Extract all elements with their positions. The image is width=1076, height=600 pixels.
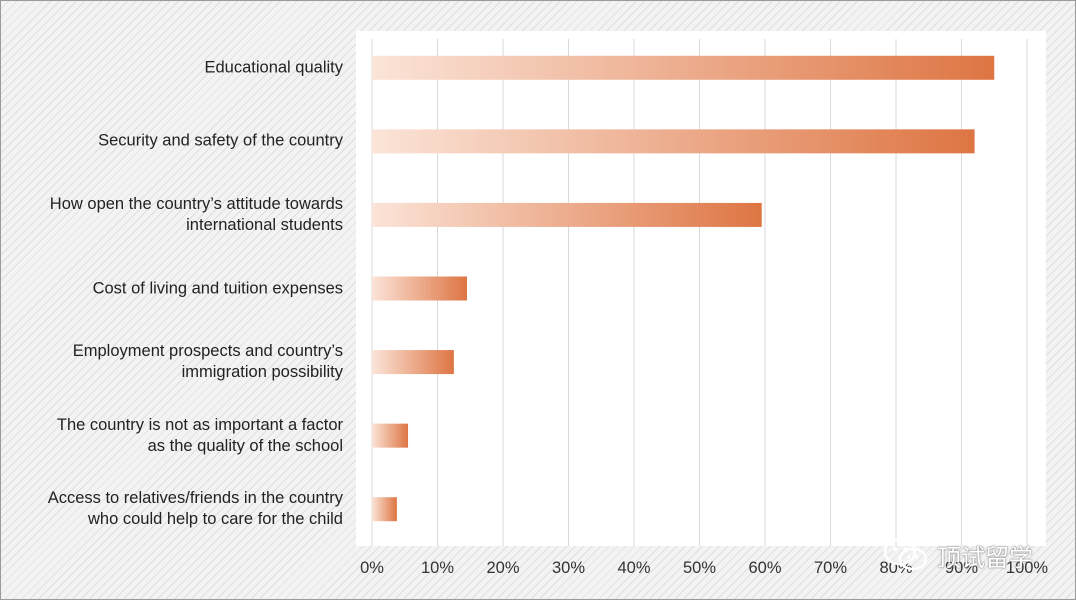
bar xyxy=(372,423,409,448)
x-tick-label: 70% xyxy=(814,559,847,577)
category-label: How open the country’s attitude towards … xyxy=(49,194,343,234)
x-tick-label: 30% xyxy=(552,559,585,577)
x-tick-label: 50% xyxy=(683,559,716,577)
watermark: 顶试留学 xyxy=(883,537,1033,573)
bar xyxy=(372,276,467,301)
x-tick-label: 0% xyxy=(360,559,384,577)
x-tick-label: 100% xyxy=(1006,559,1049,577)
x-tick-label: 60% xyxy=(748,559,781,577)
wechat-icon xyxy=(883,538,928,571)
bar xyxy=(372,497,397,522)
watermark-text: 顶试留学 xyxy=(937,543,1033,572)
x-tick-label: 40% xyxy=(617,559,650,577)
category-label: Educational quality xyxy=(204,58,343,77)
x-tick-label: 90% xyxy=(945,559,978,577)
category-label: The country is not as important a factor… xyxy=(56,415,343,455)
plot-area xyxy=(356,31,1046,546)
bar xyxy=(372,350,454,375)
bar xyxy=(372,202,762,227)
bar xyxy=(372,55,995,80)
x-tick-label: 20% xyxy=(486,559,519,577)
bar xyxy=(372,129,975,154)
category-label: Access to relatives/friends in the count… xyxy=(47,489,343,529)
category-label: Employment prospects and country’s immig… xyxy=(72,342,343,382)
category-label: Cost of living and tuition expenses xyxy=(92,279,343,297)
x-tick-label: 10% xyxy=(421,559,454,577)
category-label: Security and safety of the country xyxy=(98,131,343,150)
